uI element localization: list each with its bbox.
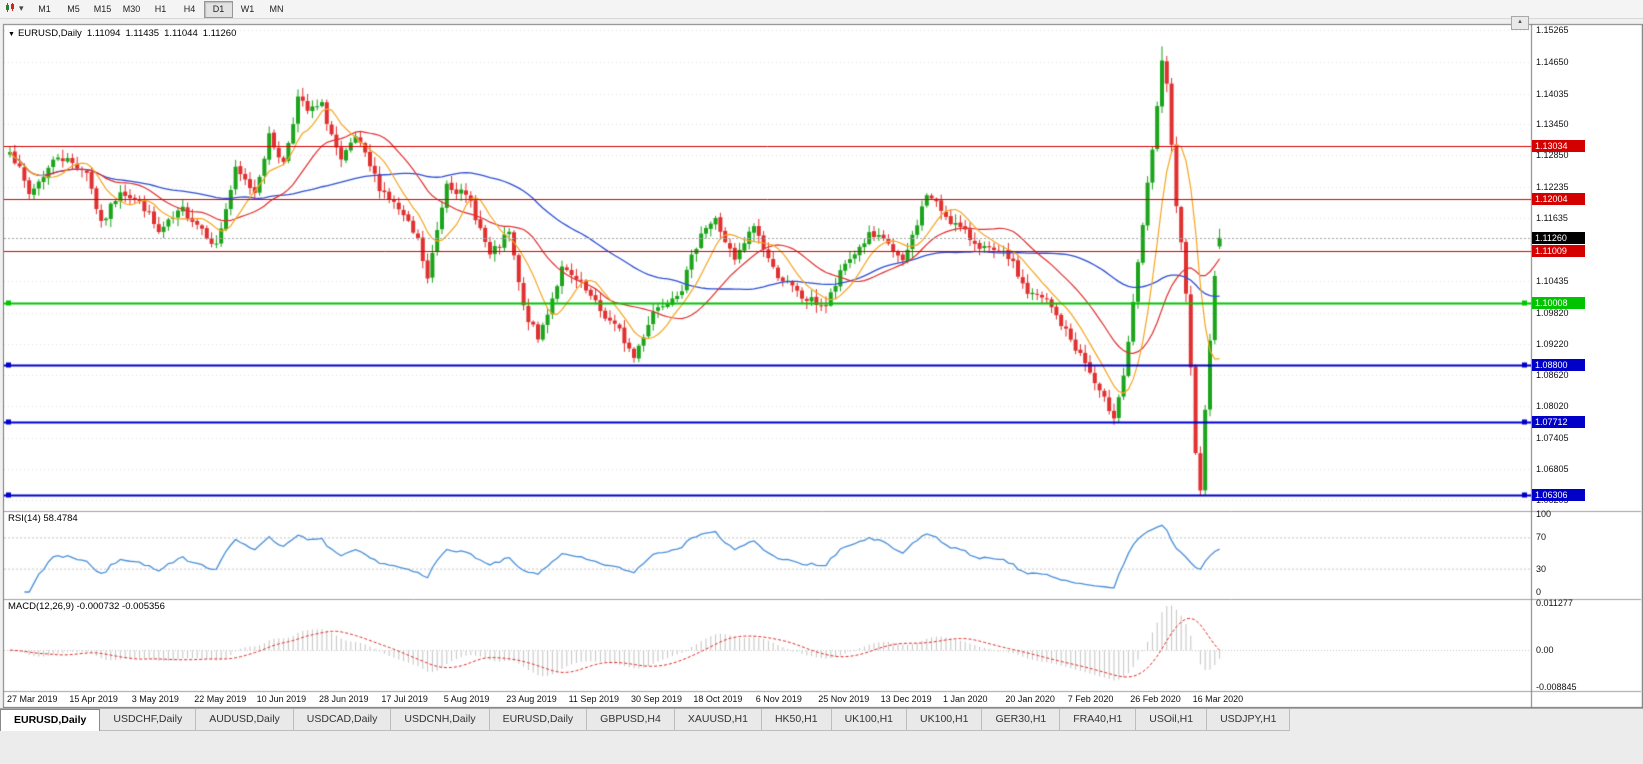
scroll-up-button[interactable]: ▲ (1511, 16, 1529, 30)
price-tick: 1.11635 (1536, 213, 1568, 224)
chart-tab-hk50-h1[interactable]: HK50,H1 (761, 709, 832, 731)
chart-type-icon[interactable] (5, 2, 16, 15)
date-label: 6 Nov 2019 (755, 694, 802, 704)
date-label: 7 Feb 2020 (1067, 694, 1114, 704)
rsi-axis-tick: 100 (1536, 509, 1552, 519)
macd-axis-tick: 0.00 (1536, 645, 1554, 656)
price-tick: 1.06805 (1536, 463, 1569, 474)
current-price-badge: 1.11260 (1532, 231, 1585, 244)
timeframe-mn[interactable]: MN (269, 4, 284, 14)
date-label: 25 Nov 2019 (818, 694, 870, 704)
timeframe-h1[interactable]: H1 (154, 4, 167, 14)
status-area (0, 731, 1643, 764)
date-label: 20 Jan 2020 (1005, 694, 1055, 704)
ohlc-low: 1.11044 (164, 28, 198, 39)
price-tick: 1.09820 (1536, 307, 1569, 318)
date-label: 13 Dec 2019 (880, 694, 932, 704)
price-tick: 1.15265 (1536, 25, 1569, 36)
timeframe-d1[interactable]: D1 (204, 1, 233, 18)
price-level-badge: 1.08800 (1532, 359, 1585, 372)
chart-tab-usdchf-daily[interactable]: USDCHF,Daily (100, 709, 197, 731)
date-label: 30 Sep 2019 (631, 694, 683, 704)
chart-tab-usdjpy-h1[interactable]: USDJPY,H1 (1207, 709, 1291, 731)
price-level-badge: 1.06306 (1532, 488, 1585, 501)
chart-tab-gbpusd-h4[interactable]: GBPUSD,H4 (587, 709, 675, 731)
date-label: 1 Jan 2020 (943, 694, 988, 704)
timeframe-m5[interactable]: M5 (67, 4, 80, 14)
date-label: 17 Jul 2019 (381, 694, 428, 704)
ohlc-open: 1.11094 (86, 28, 121, 39)
chart-tab-usoil-h1[interactable]: USOil,H1 (1136, 709, 1208, 731)
rsi-axis-tick: 30 (1536, 563, 1547, 574)
macd-axis-tick: -0.008845 (1536, 682, 1577, 692)
chart-tab-fra40-h1[interactable]: FRA40,H1 (1060, 709, 1137, 731)
chart-tab-eurusd-daily[interactable]: EURUSD,Daily (489, 709, 588, 731)
chart-tab-ger30-h1[interactable]: GER30,H1 (982, 709, 1061, 731)
date-label: 27 Mar 2019 (7, 694, 58, 704)
price-tick: 1.13450 (1536, 119, 1569, 130)
price-tick: 1.14035 (1536, 88, 1569, 99)
chart-title: ▼ EURUSD,Daily 1.11094 1.11435 1.11044 1.1126… (8, 28, 241, 39)
price-tick: 1.10435 (1536, 275, 1569, 286)
date-label: 26 Feb 2020 (1130, 694, 1181, 704)
date-label: 11 Sep 2019 (568, 694, 619, 704)
rsi-header: RSI(14) 58.4784 (8, 513, 78, 524)
chevron-down-icon[interactable]: ▾ (19, 3, 24, 13)
chart-tab-audusd-daily[interactable]: AUDUSD,Daily (196, 709, 294, 731)
timeframe-w1[interactable]: W1 (240, 4, 255, 14)
date-label: 28 Jun 2019 (319, 694, 369, 704)
rsi-axis-tick: 70 (1536, 532, 1547, 543)
ohlc-close: 1.11260 (202, 28, 237, 39)
timeframe-m30[interactable]: M30 (122, 4, 141, 14)
date-label: 23 Aug 2019 (506, 694, 557, 704)
date-label: 22 May 2019 (194, 694, 247, 704)
chart-tab-usdcad-daily[interactable]: USDCAD,Daily (293, 709, 392, 731)
chart-tab-usdcnh-daily[interactable]: USDCNH,Daily (391, 709, 490, 731)
price-level-badge: 1.07712 (1532, 415, 1585, 428)
window-collapse-icon[interactable]: ▼ (8, 31, 15, 38)
rsi-pane[interactable] (4, 511, 1531, 597)
date-label: 5 Aug 2019 (443, 694, 490, 704)
price-tick: 1.14650 (1536, 56, 1569, 67)
price-tick: 1.08620 (1536, 369, 1569, 380)
ohlc-high: 1.11435 (125, 28, 160, 39)
chart-tab-uk100-h1[interactable]: UK100,H1 (907, 709, 983, 731)
date-label: 16 Mar 2020 (1192, 694, 1244, 704)
price-level-badge: 1.11009 (1532, 244, 1585, 257)
price-tick: 1.12850 (1536, 150, 1569, 161)
macd-pane[interactable] (4, 599, 1531, 691)
rsi-axis-tick: 0 (1536, 587, 1542, 597)
timeframe-m15[interactable]: M15 (93, 4, 112, 14)
price-level-badge: 1.10008 (1532, 296, 1585, 309)
timeframe-m1[interactable]: M1 (38, 4, 51, 14)
price-level-badge: 1.12004 (1532, 193, 1585, 206)
symbol-label: EURUSD,Daily (17, 28, 82, 39)
price-tick: 1.12235 (1536, 182, 1569, 193)
main-chart-pane[interactable] (4, 24, 1531, 509)
date-label: 18 Oct 2019 (693, 694, 743, 704)
price-tick: 1.07405 (1536, 432, 1569, 443)
macd-header: MACD(12,26,9) -0.000732 -0.005356 (8, 601, 165, 612)
chart-tab-xauusd-h1[interactable]: XAUUSD,H1 (674, 709, 762, 731)
date-label: 10 Jun 2019 (256, 694, 307, 704)
price-tick: 1.09220 (1536, 338, 1569, 349)
chart-tab-eurusd-daily[interactable]: EURUSD,Daily (0, 709, 101, 732)
price-level-badge: 1.13034 (1532, 139, 1585, 152)
timeframe-buttons: M1 M5 M15 M30 H1 H4 D1 W1 MN (30, 1, 291, 18)
date-label: 15 Apr 2019 (69, 694, 118, 704)
date-label: 3 May 2019 (131, 694, 179, 704)
price-tick: 1.08020 (1536, 400, 1569, 411)
macd-axis-tick: 0.011277 (1536, 598, 1573, 608)
chart-tab-bar: EURUSD,Daily USDCHF,Daily AUDUSD,Daily USDC… (0, 708, 1643, 732)
chart-tab-uk100-h1[interactable]: UK100,H1 (831, 709, 908, 731)
timeframe-toolbar: ▾ M1 M5 M15 M30 H1 H4 D1 W1 MN (0, 0, 1643, 19)
timeframe-h4[interactable]: H4 (183, 4, 196, 14)
